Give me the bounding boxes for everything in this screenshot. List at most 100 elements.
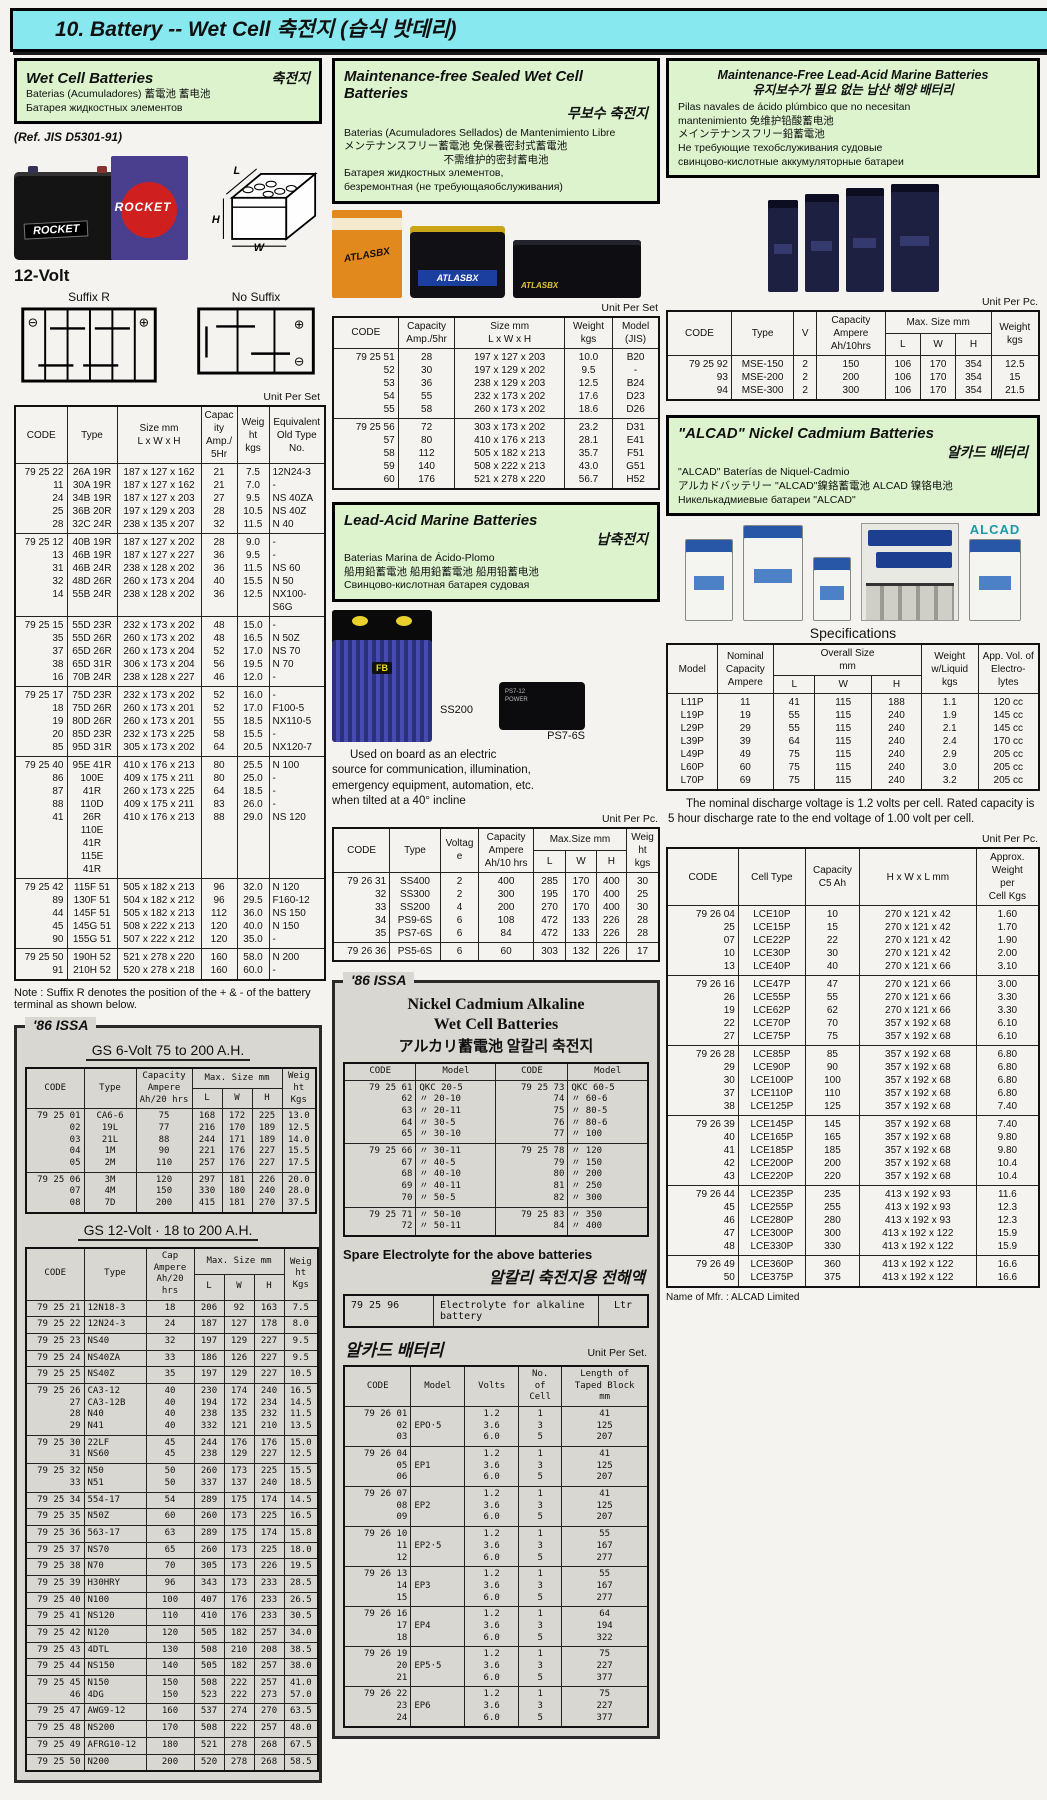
table-header-cell: Model [410, 1365, 466, 1407]
table-row: 79 25 50 N200 200 520 278 268 58.5 [25, 1753, 319, 1772]
table-cell: 7.5 7.0 9.5 10.5 11.5 [236, 463, 270, 535]
table-header-cell: CODE [25, 1067, 85, 1110]
table-cell: 182 [223, 1625, 255, 1643]
table-cell: 521 x 278 x 220 520 x 278 x 218 [116, 948, 202, 981]
table-cell: 96 [145, 1574, 195, 1593]
table-header-cell: Size mm L x W x H [116, 405, 202, 465]
table-cell: 260 [193, 1541, 225, 1560]
table-cell: 1 3 5 [518, 1566, 563, 1608]
alcad-box: "ALCAD" Nickel Cadmium Batteries 알카드 배터리… [666, 415, 1040, 517]
table-cell: 297 330 415 [191, 1171, 223, 1214]
suffix-r-figure: Suffix R ⊖ ⊕ [20, 290, 158, 388]
unit-per-set-label: Unit Per Set. [587, 1346, 647, 1359]
alcad-battery-photo [743, 525, 803, 622]
main-battery-table: CODE Type Size mm L x W x H Capacity Amp./ … [14, 405, 326, 982]
table-cell: 48 48 52 56 46 [200, 616, 238, 688]
table-cell: 181 180 181 [221, 1171, 253, 1214]
table-header-cell: Overall Size mm [773, 643, 922, 677]
table-row: 79 26 36 PS5-6S 6 60 303 132 226 17 [332, 941, 660, 962]
table-cell: 407 [193, 1591, 225, 1610]
table-cell: 41.0 57.0 [283, 1675, 319, 1705]
table-cell: 505 x 182 x 213 504 x 182 x 212 505 x 18… [116, 878, 202, 950]
marine-box: Lead-Acid Marine Batteries 납축전지 Baterias… [332, 501, 660, 602]
table-cell: 278 [223, 1736, 255, 1755]
table-cell: 226 [253, 1558, 285, 1576]
alcad-battery-photo [813, 557, 851, 622]
table-cell: 129 [223, 1366, 255, 1385]
table-cell: 79 25 17 18 19 20 85 [14, 686, 68, 758]
table-cell: EP3 [410, 1566, 466, 1608]
no-suffix-diagram: ⊕ ⊖ [197, 307, 315, 375]
table-header-cell: Capacity Ampere Ah/20 hrs [135, 1067, 193, 1110]
table-cell: 〃 50-10 〃 50-11 [415, 1206, 497, 1237]
alcad-title-ko: 알카드 배터리 [946, 444, 1028, 461]
table-cell: 3.00 3.30 3.30 6.10 6.10 [975, 975, 1040, 1047]
table-row: 79 26 28 29 30 37 38 LCE85P LCE90P LCE100… [666, 1045, 1040, 1117]
table-cell: 30.5 [283, 1608, 319, 1627]
table-cell: 15.0 12.5 [283, 1434, 319, 1465]
table-row: 79 25 71 72 〃 50-10 〃 50-11 79 25 83 84 〃 3… [343, 1206, 649, 1237]
table-cell: 232 x 173 x 202 260 x 173 x 202 260 x 17… [116, 616, 202, 688]
table-cell: 79 25 37 [25, 1541, 85, 1560]
dim-label-l: L [233, 165, 240, 177]
table-row: 79 25 01 02 03 04 05 CA6-6 19L 21L 1M 2M 7… [25, 1108, 317, 1173]
table-cell: 176 129 [223, 1434, 255, 1465]
table-cell: 100 [145, 1591, 195, 1610]
table-cell: 79 26 28 29 30 37 38 [666, 1045, 739, 1117]
table-cell: 106 106 106 [884, 355, 921, 401]
sealed-box: Maintenance-free Sealed Wet Cell Batteri… [332, 58, 660, 204]
table-cell: 58.5 [283, 1753, 319, 1772]
table-cell: 1.2 3.6 6.0 [464, 1486, 520, 1528]
table-cell: 1.2 3.6 6.0 [464, 1566, 520, 1608]
nicad-title-line1: Nickel Cadmium Alkaline [407, 995, 585, 1013]
table-header-cell: Weight kgs [563, 316, 614, 349]
table-row: 79 26 01 02 03 EPO·5 1.2 3.6 6.0 1 3 5 41 12… [343, 1405, 649, 1448]
table-header-cell: Equivalent Old Type No. [268, 405, 326, 465]
alcad-ru: Никелькадмиевые батареи "ALCAD" [678, 493, 856, 506]
alcad-rack-photo [861, 523, 959, 622]
table-cell: 206 [193, 1299, 225, 1318]
table-header-cell: Type [389, 827, 441, 873]
table-cell: 75 77 88 90 110 [135, 1108, 193, 1173]
mse-battery-photo [767, 200, 798, 293]
table-header-cell: Weight w/Liquid kgs [921, 643, 979, 695]
table-cell: N120 [83, 1625, 147, 1643]
suffix-r-diagram: ⊖ ⊕ [21, 307, 157, 383]
table-row: 79 25 24 NS40ZA 33 186 126 227 9.5 [25, 1349, 319, 1368]
table-cell: 79 26 39 40 41 42 43 [666, 1115, 739, 1187]
table-cell: 17 [626, 941, 660, 962]
left-column: Wet Cell Batteries 축전지 Baterias (Acumula… [14, 58, 326, 1784]
table-cell: 55D 23R 55D 26R 65D 26R 65D 31R 70B 24R [66, 616, 118, 688]
table-header-cell: Max. Size mm [191, 1067, 283, 1090]
alcad-brand-label: ALCAD [969, 522, 1021, 538]
table-cell: 38.0 [283, 1658, 319, 1677]
table-cell: 400 400 400 226 226 [595, 871, 628, 943]
table-cell: 16.6 16.6 [975, 1255, 1040, 1288]
table-cell: 79 25 48 [25, 1720, 85, 1738]
table-cell: 79 25 50 91 [14, 948, 68, 981]
table-row: 79 25 38 N70 70 305 173 226 19.5 [25, 1558, 319, 1576]
table-cell: 1 3 5 [518, 1486, 563, 1528]
table-cell: 186 [193, 1349, 225, 1368]
table-row: 79 26 22 23 24 EP6 1.2 3.6 6.0 1 3 5 75 227 … [343, 1686, 649, 1728]
table-cell: 1 3 5 [518, 1526, 563, 1568]
table-row: 79 25 42 89 44 45 90 115F 51 130F 51 145F… [14, 878, 326, 950]
table-cell: 79 25 39 [25, 1574, 85, 1593]
table-cell: N 120 F160-12 NS 150 N 150 - [268, 878, 326, 950]
table-header-cell: Length of Taped Block mm [561, 1365, 649, 1407]
table-cell: 129 [223, 1332, 255, 1351]
table-header-cell: CODE [332, 316, 399, 349]
wet-cell-title-ko: 축전지 [271, 70, 310, 86]
table-cell: 170 170 170 133 133 [565, 871, 597, 943]
table-header-cell: L [884, 333, 921, 357]
table-cell: 285 195 270 472 472 [532, 871, 567, 943]
table-cell: 176 [223, 1591, 255, 1610]
table-cell: 25.5 25.0 18.5 26.0 29.0 [236, 756, 270, 880]
table-cell: 1 3 5 [518, 1646, 563, 1688]
table-cell: 23.2 28.1 35.7 43.0 56.7 [563, 417, 614, 490]
table-cell: 226 240 270 [251, 1171, 283, 1214]
table-row: 79 26 04 05 06 EP1 1.2 3.6 6.0 1 3 5 41 125 … [343, 1445, 649, 1488]
table-cell: EPO·5 [410, 1405, 466, 1448]
table-cell: 3M 4M 7D [83, 1171, 137, 1214]
